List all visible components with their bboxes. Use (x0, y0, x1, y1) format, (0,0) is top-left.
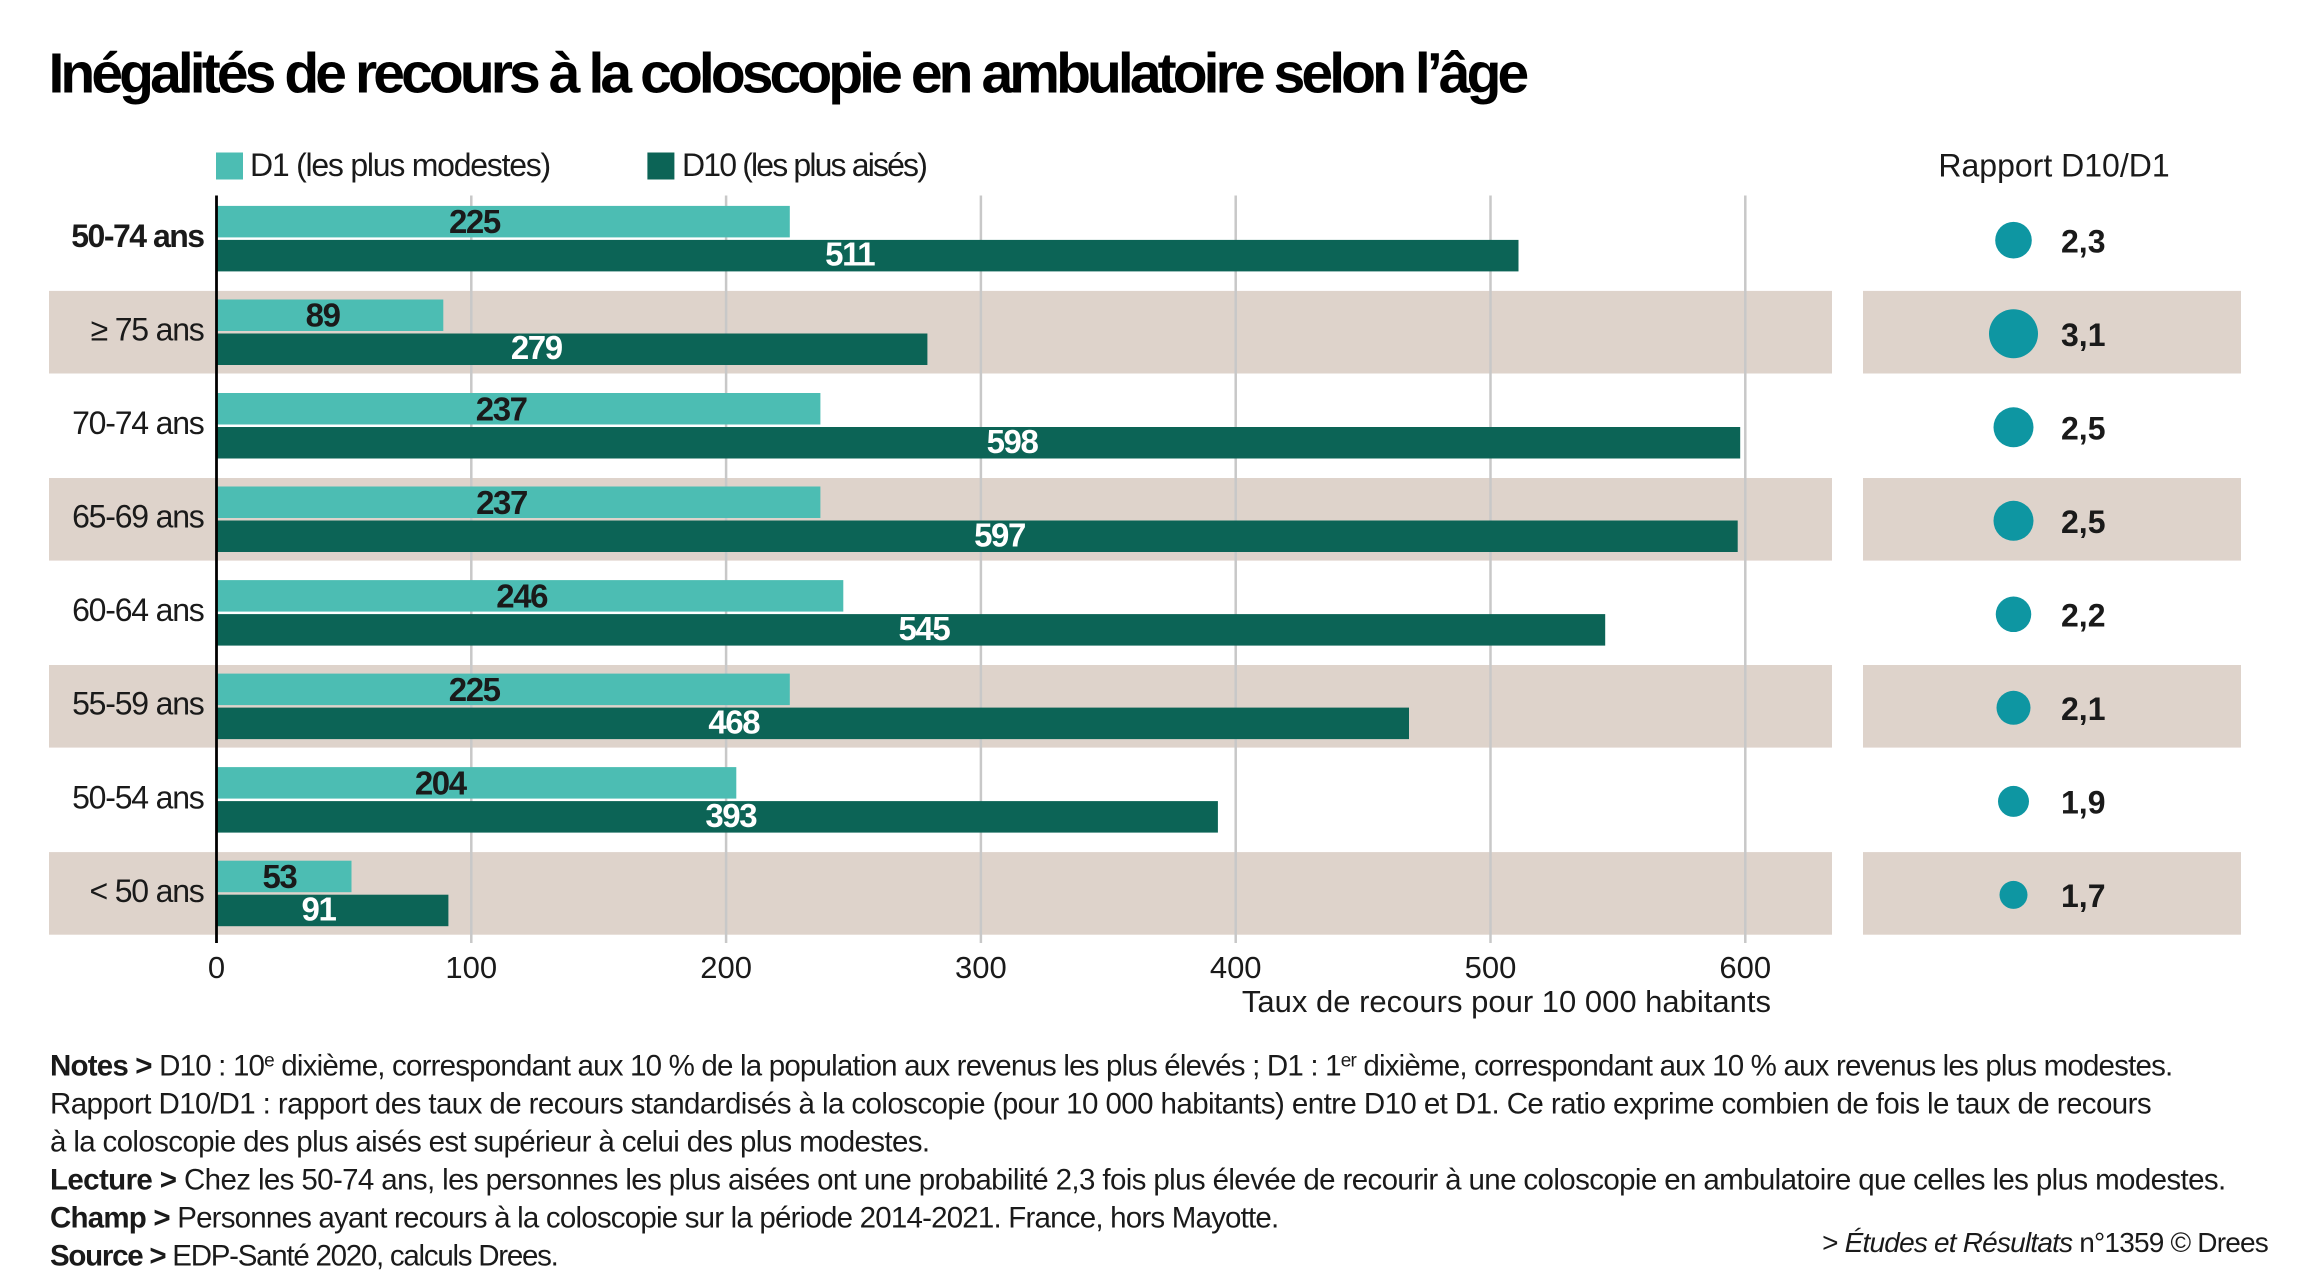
svg-text:Rapport D10/D1: Rapport D10/D1 (1938, 148, 2169, 184)
svg-text:393: 393 (705, 797, 757, 834)
svg-text:55-59 ans: 55-59 ans (72, 686, 204, 722)
svg-text:545: 545 (898, 610, 950, 647)
svg-text:3,1: 3,1 (2061, 317, 2105, 353)
svg-text:D10 (les plus aisés): D10 (les plus aisés) (682, 147, 926, 183)
svg-text:0: 0 (208, 950, 225, 985)
svg-text:Lecture > Chez les 50-74 ans,: Lecture > Chez les 50-74 ans, les person… (50, 1164, 2226, 1197)
svg-text:Rapport D10/D1 : rapport des t: Rapport D10/D1 : rapport des taux de rec… (50, 1088, 2151, 1121)
svg-text:597: 597 (974, 516, 1025, 553)
svg-text:50-54 ans: 50-54 ans (72, 779, 204, 815)
svg-text:2,5: 2,5 (2061, 504, 2105, 540)
svg-text:65-69 ans: 65-69 ans (72, 499, 204, 535)
svg-text:100: 100 (445, 950, 497, 985)
svg-text:237: 237 (476, 390, 527, 427)
svg-text:2,3: 2,3 (2061, 223, 2105, 259)
svg-text:D1 (les plus modestes): D1 (les plus modestes) (250, 147, 550, 183)
svg-text:225: 225 (449, 671, 501, 708)
svg-text:91: 91 (302, 890, 337, 927)
svg-text:2,1: 2,1 (2061, 691, 2105, 727)
svg-text:Notes > D10 : 10e dixième, cor: Notes > D10 : 10e dixième, correspondant… (50, 1050, 2172, 1083)
svg-text:500: 500 (1465, 950, 1517, 985)
svg-text:à la coloscopie des plus aisés: à la coloscopie des plus aisés est supér… (50, 1126, 929, 1159)
svg-text:511: 511 (825, 236, 875, 273)
svg-text:50-74 ans: 50-74 ans (71, 218, 204, 254)
svg-text:≥ 75 ans: ≥ 75 ans (91, 312, 204, 348)
svg-text:2,2: 2,2 (2061, 598, 2105, 634)
svg-text:225: 225 (449, 203, 501, 240)
svg-text:246: 246 (496, 577, 548, 614)
svg-text:60-64 ans: 60-64 ans (72, 592, 204, 628)
svg-text:Taux de recours pour 10 000 ha: Taux de recours pour 10 000 habitants (1242, 984, 1771, 1019)
svg-text:200: 200 (700, 950, 752, 985)
svg-text:279: 279 (511, 329, 563, 366)
svg-text:Champ > Personnes ayant recour: Champ > Personnes ayant recours à la col… (50, 1202, 1278, 1235)
svg-text:53: 53 (262, 858, 297, 895)
svg-text:< 50 ans: < 50 ans (90, 873, 204, 909)
svg-text:600: 600 (1719, 950, 1771, 985)
svg-text:2,5: 2,5 (2061, 411, 2105, 447)
svg-text:300: 300 (955, 950, 1007, 985)
svg-text:468: 468 (708, 703, 760, 740)
svg-text:Inégalités de recours à la col: Inégalités de recours à la coloscopie en… (49, 42, 1528, 106)
svg-text:Source > EDP-Santé 2020, calcu: Source > EDP-Santé 2020, calculs Drees. (50, 1240, 558, 1273)
svg-text:> Études et Résultats n°1359 ©: > Études et Résultats n°1359 © Drees (1822, 1227, 2268, 1258)
svg-text:89: 89 (306, 297, 341, 334)
svg-text:400: 400 (1210, 950, 1262, 985)
svg-text:1,9: 1,9 (2061, 785, 2105, 821)
svg-text:237: 237 (476, 484, 527, 521)
svg-text:70-74 ans: 70-74 ans (72, 405, 204, 441)
svg-text:1,7: 1,7 (2061, 878, 2105, 914)
svg-text:598: 598 (987, 423, 1039, 460)
svg-text:204: 204 (415, 764, 468, 801)
